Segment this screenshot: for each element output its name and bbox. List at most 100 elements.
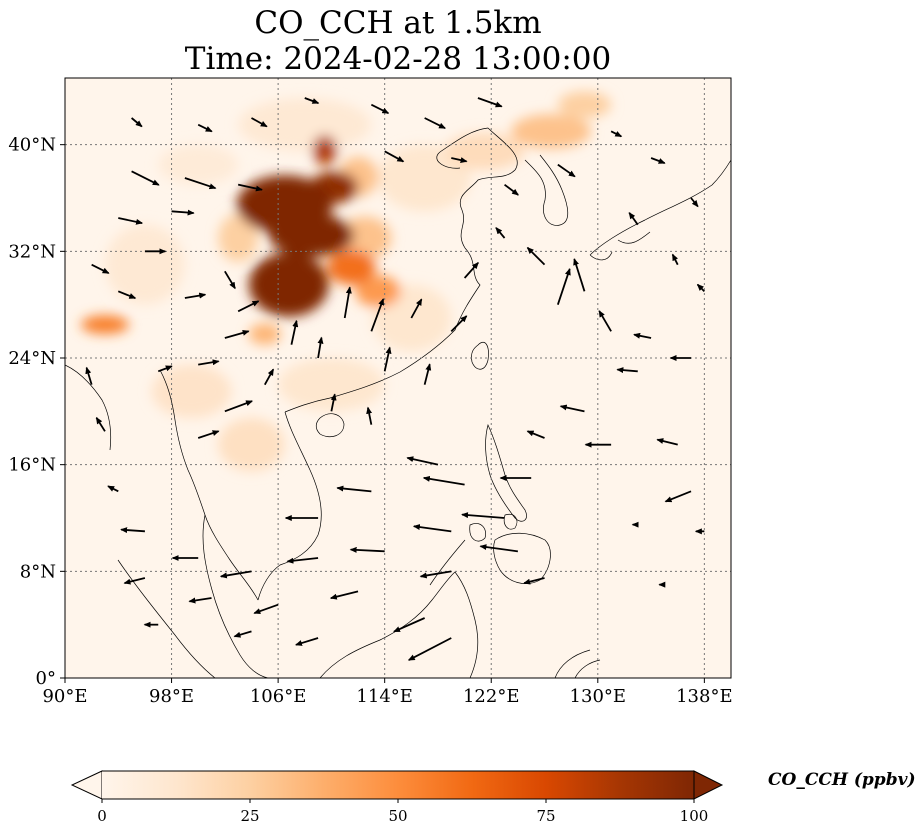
wind-arrow (184, 177, 217, 190)
concentration-plume (104, 224, 185, 305)
concentration-plume (238, 98, 372, 152)
colorbar-label: CO_CCH (ppbv) (768, 770, 916, 790)
wind-arrow (410, 298, 423, 319)
gridlines (65, 78, 731, 678)
wind-arrow (123, 577, 146, 585)
wind-arrow (264, 368, 275, 386)
wind-arrow (85, 366, 93, 385)
lat-tick-label: 40°N (8, 135, 56, 156)
wind-arrow (526, 246, 546, 266)
wind-arrow (664, 490, 692, 503)
wind-arrow (131, 117, 143, 128)
wind-arrow (251, 117, 268, 128)
lat-tick-label: 0° (36, 668, 56, 689)
wind-arrow (461, 512, 505, 519)
coastline-sulawesi (554, 649, 601, 678)
wind-arrow (197, 430, 220, 439)
coastline-palawan (429, 539, 466, 586)
wind-arrow (233, 630, 252, 638)
wind-arrow (424, 117, 446, 130)
concentration-plume (248, 323, 281, 345)
coastline-bohai (436, 127, 489, 169)
concentration-plume (218, 418, 285, 472)
wind-arrow (224, 400, 253, 413)
wind-arrow (184, 292, 207, 299)
wind-arrow (120, 527, 145, 534)
lat-tick-label: 24°N (8, 348, 56, 369)
wind-vectors (85, 97, 705, 661)
lon-tick-label: 106°E (250, 686, 307, 707)
wind-arrow (95, 416, 106, 432)
colorbar: 0 25 50 75 100 (70, 770, 724, 825)
concentration-plume (355, 275, 401, 308)
concentration-plume (312, 135, 337, 165)
coastline-taiwan (471, 341, 489, 370)
coastline-japan (589, 159, 731, 261)
wind-arrow (450, 315, 468, 332)
concentration-plume (511, 113, 592, 149)
wind-arrow (237, 300, 260, 313)
wind-arrow (504, 183, 519, 196)
coastline-sumatra (117, 559, 216, 678)
concentration-plume (218, 214, 259, 262)
wind-arrow (286, 557, 319, 564)
coastline-india-east (65, 364, 112, 451)
wind-arrow (610, 130, 623, 138)
coastline-malay-peninsula (202, 514, 269, 678)
wind-arrow (317, 336, 324, 359)
wind-arrow (616, 367, 638, 374)
wind-arrow (526, 430, 545, 439)
wind-arrow (451, 157, 468, 164)
wind-arrow (219, 570, 252, 579)
wind-arrow (633, 332, 652, 339)
concentration-plume (80, 315, 129, 334)
wind-arrow (343, 286, 352, 319)
wind-arrow (188, 597, 212, 604)
lat-tick-label: 16°N (8, 455, 56, 476)
wind-arrow (557, 163, 576, 178)
wind-arrow (370, 103, 390, 114)
wind-arrow (171, 209, 195, 216)
colorbar-extend-max (693, 770, 724, 800)
coastline-korea (524, 154, 569, 226)
wind-arrow (91, 263, 110, 274)
wind-arrow (117, 290, 137, 299)
wind-arrow (290, 319, 299, 345)
map-frame (64, 77, 732, 679)
wind-arrow (304, 97, 320, 104)
wind-arrow (479, 544, 519, 553)
wind-arrow (477, 97, 503, 108)
coastline-indochina (159, 369, 322, 601)
concentration-plume (158, 144, 239, 185)
colorbar-tick-label: 50 (388, 807, 407, 825)
wind-arrow (523, 577, 545, 585)
wind-arrow (598, 310, 612, 332)
lon-tick-label: 114°E (356, 686, 413, 707)
lon-tick-label: 90°E (42, 686, 87, 707)
lon-tick-label: 138°E (676, 686, 733, 707)
wind-arrow (131, 170, 160, 186)
wind-arrow (107, 485, 119, 493)
wind-arrow (237, 183, 263, 192)
lat-tick-label: 8°N (20, 561, 56, 582)
colorbar-tick-label: 0 (97, 807, 107, 825)
coastline-philippines-visayas (469, 514, 518, 542)
wind-arrow (224, 270, 236, 290)
lat-tick-label: 32°N (8, 241, 56, 262)
concentration-plume (151, 364, 232, 419)
coastline-china-east (284, 127, 518, 413)
wind-arrow (422, 475, 465, 486)
wind-arrow (559, 404, 585, 413)
concentration-plume (248, 252, 329, 317)
wind-arrow (253, 603, 279, 615)
colorbar-extend-min (70, 770, 103, 800)
wind-arrow (370, 298, 385, 332)
coastlines (65, 127, 731, 678)
concentration-plume (268, 214, 355, 257)
wind-arrow (329, 590, 359, 600)
wind-arrow (157, 365, 173, 373)
lon-tick-label: 98°E (149, 686, 194, 707)
coastline-borneo (319, 571, 479, 678)
wind-arrow (197, 123, 213, 133)
